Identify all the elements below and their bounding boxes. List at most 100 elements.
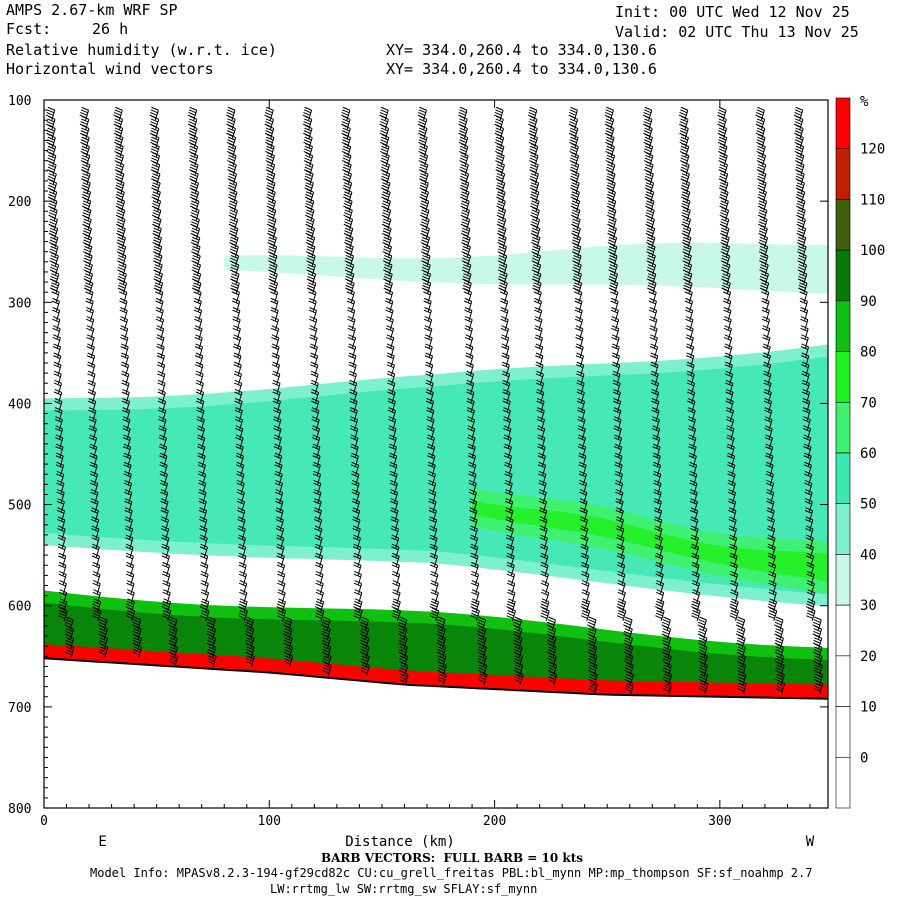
wind-barb xyxy=(570,206,581,221)
wind-barb xyxy=(797,261,808,276)
barb-column-3 xyxy=(149,106,179,667)
wind-barb xyxy=(531,261,542,276)
wind-barb xyxy=(758,216,768,230)
wind-barb xyxy=(226,134,237,148)
wind-barb xyxy=(302,106,313,121)
wind-barb xyxy=(382,234,392,248)
wind-barb xyxy=(461,261,472,276)
wind-barb xyxy=(528,134,539,148)
wind-barb xyxy=(398,643,408,658)
wind-barb xyxy=(757,170,767,185)
wind-barb xyxy=(341,143,352,157)
wind-barb xyxy=(342,161,352,175)
colorbar-label: 10 xyxy=(860,700,877,716)
wind-barb xyxy=(418,143,428,157)
wind-barb xyxy=(767,598,778,612)
wind-barb xyxy=(644,170,654,185)
wind-barb xyxy=(496,197,506,212)
wind-barb xyxy=(125,607,136,622)
wind-barb xyxy=(131,616,142,631)
wind-barb xyxy=(189,179,199,194)
wind-barb xyxy=(506,598,516,612)
wind-barb xyxy=(796,234,807,248)
wind-barb xyxy=(587,643,598,658)
wind-barb xyxy=(161,598,172,612)
wind-barb xyxy=(547,652,557,667)
wind-barb xyxy=(83,261,93,276)
wind-barb xyxy=(149,115,160,130)
wind-barb xyxy=(494,106,504,121)
wind-barb xyxy=(645,234,656,248)
wind-barb xyxy=(680,188,691,203)
wind-barb xyxy=(58,607,68,622)
wind-barb xyxy=(153,279,164,294)
wind-barb xyxy=(793,106,804,121)
wind-barb xyxy=(512,625,523,640)
wind-barb xyxy=(420,243,431,257)
x-tick-label: 0 xyxy=(40,814,48,829)
wind-barb xyxy=(460,225,471,239)
wind-barb xyxy=(341,134,352,148)
wind-barb xyxy=(572,252,582,267)
wind-barb xyxy=(513,652,524,667)
wind-barb xyxy=(606,188,616,203)
wind-barb xyxy=(437,662,447,676)
wind-barb xyxy=(238,607,248,622)
wind-barb xyxy=(729,598,739,612)
wind-barb xyxy=(343,216,354,230)
wind-barb xyxy=(774,616,784,631)
colorbar-label: 110 xyxy=(860,192,885,208)
wind-barb xyxy=(587,625,597,640)
wind-barb xyxy=(568,115,579,130)
wind-barb xyxy=(360,662,371,676)
axes: 100 200 300 400 500 600 700 800 0 100 200 300 E W xyxy=(8,94,829,850)
wind-barb xyxy=(283,652,294,667)
wind-barb xyxy=(588,680,599,694)
wind-barb xyxy=(681,197,691,212)
wind-barb xyxy=(418,134,428,148)
colorbar-swatch xyxy=(835,199,851,251)
wind-barb xyxy=(150,170,161,185)
wind-barb xyxy=(417,106,427,121)
wind-barb xyxy=(513,634,523,649)
wind-barb xyxy=(276,598,286,612)
wind-barb xyxy=(421,270,432,285)
colorbar-swatch xyxy=(835,148,851,200)
wind-barb xyxy=(306,279,317,294)
wind-barb xyxy=(798,279,808,294)
wind-barb xyxy=(530,197,540,212)
wind-barb xyxy=(532,279,542,294)
wind-barb xyxy=(314,598,325,612)
wind-barb xyxy=(530,206,540,221)
wind-barb xyxy=(797,270,808,285)
wind-barb xyxy=(152,216,162,230)
wind-barb xyxy=(314,607,325,622)
wind-barb xyxy=(644,179,655,194)
wind-barb xyxy=(419,206,430,221)
wind-barb xyxy=(755,124,766,139)
wind-barb xyxy=(679,134,689,148)
wind-barb xyxy=(527,106,538,121)
wind-barb xyxy=(460,188,470,203)
wind-barb xyxy=(321,616,331,631)
wind-barb xyxy=(267,225,277,239)
wind-barb xyxy=(735,616,746,631)
wind-barb xyxy=(382,252,393,267)
y-tick-label: 500 xyxy=(8,499,31,514)
wind-barb xyxy=(379,115,389,130)
wind-barb xyxy=(588,671,598,685)
y-tick-label: 400 xyxy=(8,397,31,412)
wind-barb xyxy=(571,243,582,257)
wind-barb xyxy=(379,106,389,121)
wind-barb xyxy=(306,270,317,285)
wind-barb xyxy=(679,152,690,166)
colorbar-label: 100 xyxy=(860,243,885,259)
wind-barb xyxy=(496,216,507,230)
wind-barb xyxy=(737,680,747,694)
wind-barb xyxy=(98,625,108,640)
y-tick-label: 300 xyxy=(8,296,31,311)
wind-barb xyxy=(530,225,541,239)
wind-barb xyxy=(736,634,746,649)
wind-barb xyxy=(718,161,728,175)
wind-barb xyxy=(494,143,505,157)
